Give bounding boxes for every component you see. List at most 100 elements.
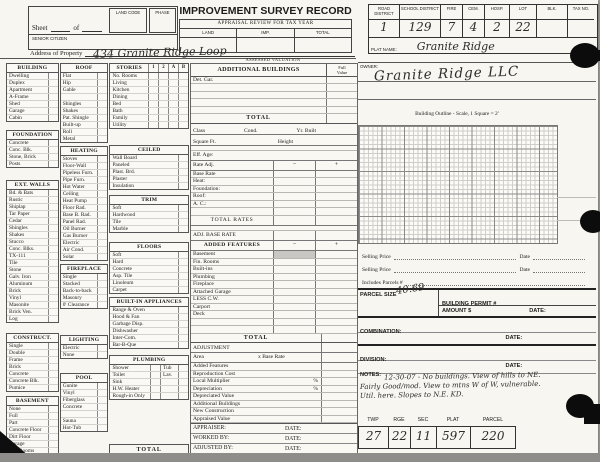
check-cell[interactable] <box>178 73 188 79</box>
check-cell[interactable] <box>47 190 58 196</box>
address-field[interactable]: 434 Granite Ridge Loop <box>85 43 355 61</box>
check-cell[interactable] <box>148 94 158 100</box>
check-cell[interactable] <box>97 254 107 260</box>
check-cell[interactable] <box>168 101 178 107</box>
value-cell[interactable] <box>315 200 357 207</box>
check-cell[interactable] <box>47 295 58 301</box>
check-cell[interactable] <box>178 328 188 334</box>
value-cell[interactable] <box>273 178 315 185</box>
area-cell[interactable] <box>321 353 357 363</box>
check-cell[interactable] <box>97 170 107 176</box>
check-cell[interactable] <box>97 122 107 128</box>
check-cell[interactable] <box>47 204 58 210</box>
check-cell[interactable] <box>97 219 107 225</box>
value-cell[interactable] <box>273 281 315 288</box>
adj-base-rate-cell-1[interactable] <box>273 231 315 241</box>
check-cell[interactable] <box>150 393 160 399</box>
value-cell[interactable] <box>273 170 315 177</box>
value-cell[interactable] <box>273 251 315 258</box>
check-cell[interactable] <box>168 94 178 100</box>
check-cell[interactable] <box>97 136 107 142</box>
check-cell[interactable] <box>97 80 107 86</box>
building-outline-grid[interactable] <box>358 125 558 244</box>
check-cell[interactable] <box>47 161 58 167</box>
check-cell[interactable] <box>47 140 58 146</box>
check-cell[interactable] <box>47 253 58 259</box>
check-cell[interactable] <box>148 80 158 86</box>
check-cell[interactable] <box>97 288 107 294</box>
check-cell[interactable] <box>97 205 107 211</box>
check-cell[interactable] <box>97 94 107 100</box>
check-cell[interactable] <box>47 364 58 370</box>
check-cell[interactable] <box>97 212 107 218</box>
check-cell[interactable] <box>47 420 58 426</box>
check-cell[interactable] <box>47 288 58 294</box>
rate-adj-minus-cell[interactable]: − <box>273 160 315 170</box>
check-cell[interactable] <box>47 281 58 287</box>
check-cell[interactable] <box>178 273 188 279</box>
check-cell[interactable] <box>47 371 58 377</box>
check-cell[interactable] <box>178 280 188 286</box>
check-cell[interactable] <box>168 73 178 79</box>
senior-citizen-row[interactable]: SENIOR CITIZEN <box>29 34 177 49</box>
adjustment-cell[interactable] <box>321 343 357 353</box>
value-cell[interactable] <box>315 193 357 200</box>
check-cell[interactable] <box>168 108 178 114</box>
class-cond-year-row[interactable]: Class Cond. Yr. Built <box>191 124 357 135</box>
check-cell[interactable] <box>178 335 188 341</box>
owner-line-1[interactable] <box>358 81 596 82</box>
value-cell[interactable] <box>315 303 357 310</box>
check-cell[interactable] <box>47 309 58 315</box>
check-cell[interactable] <box>178 314 188 320</box>
check-cell[interactable] <box>178 94 188 100</box>
check-cell[interactable] <box>97 156 107 162</box>
features-total-cell[interactable] <box>321 333 357 343</box>
check-cell[interactable] <box>97 240 107 246</box>
selling-price-field[interactable] <box>393 251 517 260</box>
check-cell[interactable] <box>97 425 107 431</box>
selling-price-row-2[interactable]: Selling Price Date <box>362 262 588 273</box>
value-cell[interactable] <box>326 99 357 106</box>
check-cell[interactable] <box>150 386 160 392</box>
check-cell[interactable] <box>47 343 58 349</box>
check-cell[interactable] <box>178 226 188 232</box>
check-cell[interactable] <box>178 169 188 175</box>
value-cell[interactable] <box>315 273 357 280</box>
check-cell[interactable] <box>178 287 188 293</box>
check-cell[interactable] <box>47 108 58 114</box>
value-cell[interactable] <box>315 266 357 273</box>
check-cell[interactable] <box>97 345 107 351</box>
value-cell[interactable] <box>273 185 315 192</box>
check-cell[interactable] <box>47 239 58 245</box>
check-cell[interactable] <box>97 163 107 169</box>
check-cell[interactable] <box>178 259 188 265</box>
check-cell[interactable] <box>178 321 188 327</box>
check-cell[interactable] <box>148 101 158 107</box>
check-cell[interactable] <box>150 365 160 371</box>
check-cell[interactable] <box>47 197 58 203</box>
sheet-number-field[interactable] <box>50 22 71 32</box>
value-cell[interactable] <box>273 273 315 280</box>
value-cell[interactable] <box>315 251 357 258</box>
check-cell[interactable] <box>97 108 107 114</box>
check-cell[interactable] <box>47 406 58 412</box>
rate-adj-plus-cell[interactable]: + <box>315 160 357 170</box>
column-value[interactable]: 129 <box>408 20 432 34</box>
value-cell[interactable] <box>315 178 357 185</box>
squareft-height-row[interactable]: Square Ft. Height <box>191 135 357 146</box>
check-cell[interactable] <box>168 80 178 86</box>
check-cell[interactable] <box>97 87 107 93</box>
check-cell[interactable] <box>47 101 58 107</box>
includes-parcels-field[interactable] <box>405 277 585 286</box>
amount-date-row[interactable]: AMOUNT $ DATE: <box>439 306 596 316</box>
check-cell[interactable] <box>47 87 58 93</box>
check-cell[interactable] <box>97 198 107 204</box>
plat-name-row[interactable]: PLAT NAME: Granite Ridge <box>368 37 598 54</box>
division-row[interactable]: DIVISION: <box>358 346 596 363</box>
division-date-row[interactable]: DATE: <box>358 361 596 374</box>
check-cell[interactable] <box>148 122 158 128</box>
check-cell[interactable] <box>47 385 58 391</box>
check-cell[interactable] <box>158 73 168 79</box>
check-cell[interactable] <box>178 212 188 218</box>
value-cell[interactable] <box>315 288 357 295</box>
